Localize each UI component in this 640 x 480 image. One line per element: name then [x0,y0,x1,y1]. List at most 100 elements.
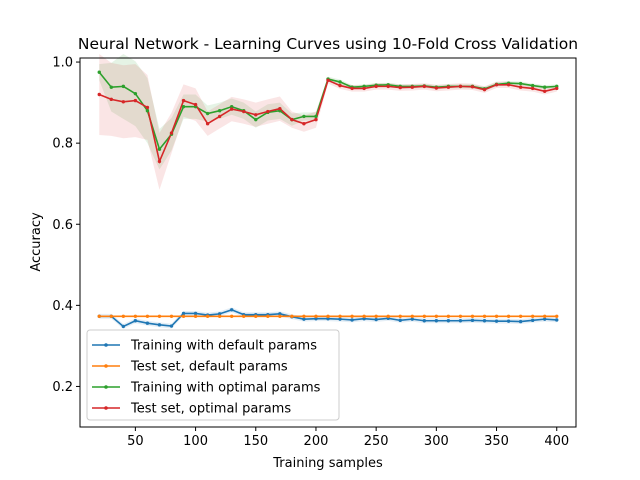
point-series-3 [121,84,126,89]
point-series-2 [145,314,150,318]
y-tick-label: 0.2 [52,380,73,395]
point-series-2 [254,314,258,318]
point-series-4 [278,106,282,111]
point-series-2 [446,314,451,318]
point-series-4 [350,86,354,91]
point-series-4 [169,131,174,135]
point-series-2 [398,314,402,318]
x-axis-label: Training samples [272,456,383,471]
point-series-2 [386,314,390,318]
legend-marker-3 [104,385,108,389]
point-series-4 [458,84,463,89]
point-series-2 [506,314,511,318]
point-series-3 [254,117,258,122]
point-series-3 [302,114,306,119]
point-series-2 [494,314,499,318]
point-series-3 [314,114,318,119]
point-series-1 [482,319,487,323]
point-series-4 [217,114,222,119]
point-series-2 [109,314,114,318]
point-series-2 [482,314,487,318]
legend-marker-4 [104,406,108,410]
y-axis-label: Accuracy [29,212,44,272]
line-series-3 [98,71,557,151]
point-series-4 [374,84,378,89]
point-series-2 [458,314,463,318]
point-series-4 [193,102,198,107]
point-series-2 [121,314,126,318]
point-series-4 [338,83,342,88]
series-markers [97,70,559,329]
y-tick-label: 1.0 [52,56,73,71]
point-series-4 [290,117,294,122]
point-series-2 [470,314,475,318]
legend-label-2: Test set, default params [130,360,288,375]
y-tick-label: 0.8 [52,137,73,152]
point-series-1 [530,318,535,323]
point-series-2 [362,314,366,318]
point-series-4 [446,85,451,89]
series-lines [98,71,557,328]
point-series-4 [530,86,535,91]
legend-box [86,329,340,421]
y-axis-ticks: 0.2 0.4 0.6 0.8 1.0 [52,56,80,395]
point-series-1 [181,311,186,316]
point-series-3 [542,85,547,89]
point-series-4 [362,86,366,91]
point-series-4 [266,109,270,114]
point-series-3 [518,81,523,86]
x-tick-label: 350 [484,434,509,449]
x-tick-label: 300 [424,434,449,449]
point-series-3 [530,83,535,88]
point-series-2 [530,314,535,318]
legend-label-4: Test set, optimal params [130,402,291,417]
point-series-1 [470,318,475,323]
point-series-3 [145,109,150,113]
point-series-2 [290,314,294,318]
point-series-2 [217,314,222,318]
point-series-1 [555,318,559,322]
point-series-3 [157,147,162,151]
point-series-4 [482,87,487,92]
x-axis-ticks: 50 100 150 200 250 300 350 400 [127,427,569,449]
point-series-4 [157,159,162,164]
point-series-4 [121,100,126,104]
point-series-1 [302,317,306,321]
point-series-3 [338,80,342,84]
point-series-2 [374,314,378,318]
x-tick-label: 50 [127,434,144,449]
point-series-2 [518,314,523,318]
point-series-3 [205,111,210,116]
point-series-4 [254,113,258,117]
point-series-4 [133,98,138,103]
point-series-4 [422,84,427,89]
point-series-1 [494,319,499,323]
point-series-4 [470,85,475,89]
legend-label-1: Training with default params [130,339,317,354]
point-series-2 [157,314,162,318]
point-series-1 [338,317,342,321]
point-series-4 [302,121,306,126]
point-series-4 [434,86,439,90]
point-series-2 [542,314,547,318]
point-series-4 [109,97,114,102]
x-tick-label: 150 [243,434,268,449]
point-series-2 [326,314,330,318]
point-series-1 [193,311,198,316]
point-series-2 [242,314,246,318]
point-series-2 [97,314,101,318]
point-series-1 [410,317,414,321]
point-series-2 [350,314,354,318]
point-series-2 [169,314,174,318]
point-series-3 [133,91,138,96]
point-series-4 [242,109,246,114]
point-series-2 [338,314,342,318]
point-series-1 [121,324,126,329]
point-series-1 [278,312,282,316]
x-tick-label: 250 [364,434,389,449]
x-tick-label: 200 [304,434,329,449]
legend: Training with default params Test set, de… [86,329,340,421]
point-series-1 [542,317,547,321]
point-series-2 [422,314,427,318]
